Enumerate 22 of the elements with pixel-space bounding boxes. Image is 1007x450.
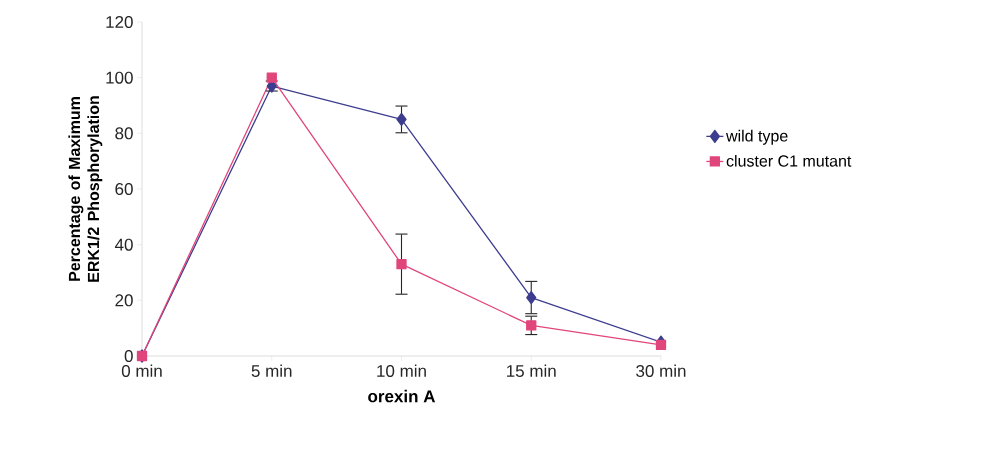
point	[266, 72, 277, 83]
point	[655, 339, 667, 351]
x-tick-label: 5 min	[251, 364, 292, 378]
y-tick-label: 120	[106, 15, 133, 29]
legend-label: wild type	[725, 129, 788, 145]
y-tick-label: 60	[115, 182, 133, 196]
y-tick-label: 0	[124, 349, 133, 363]
y-tick-label: 100	[106, 71, 133, 84]
x-axis-title: orexin A	[368, 389, 436, 403]
x-tick-label: 0 min	[121, 364, 162, 378]
y-axis-title: Percentage of Maximum ERK1/2 Phosphorylation	[68, 96, 103, 282]
x-tick-label: 10 min	[377, 364, 426, 378]
point	[526, 290, 537, 305]
point	[396, 112, 407, 127]
y-tick-label: 20	[115, 294, 133, 307]
x-tick-label: 15 min	[507, 364, 556, 378]
point	[526, 320, 537, 331]
point	[396, 259, 407, 270]
y-tick-label: 80	[115, 127, 133, 140]
x-tick-label: 30 min	[636, 364, 686, 378]
legend-label: cluster C1 mutant	[726, 154, 852, 167]
y-tick-label: 40	[114, 238, 133, 251]
